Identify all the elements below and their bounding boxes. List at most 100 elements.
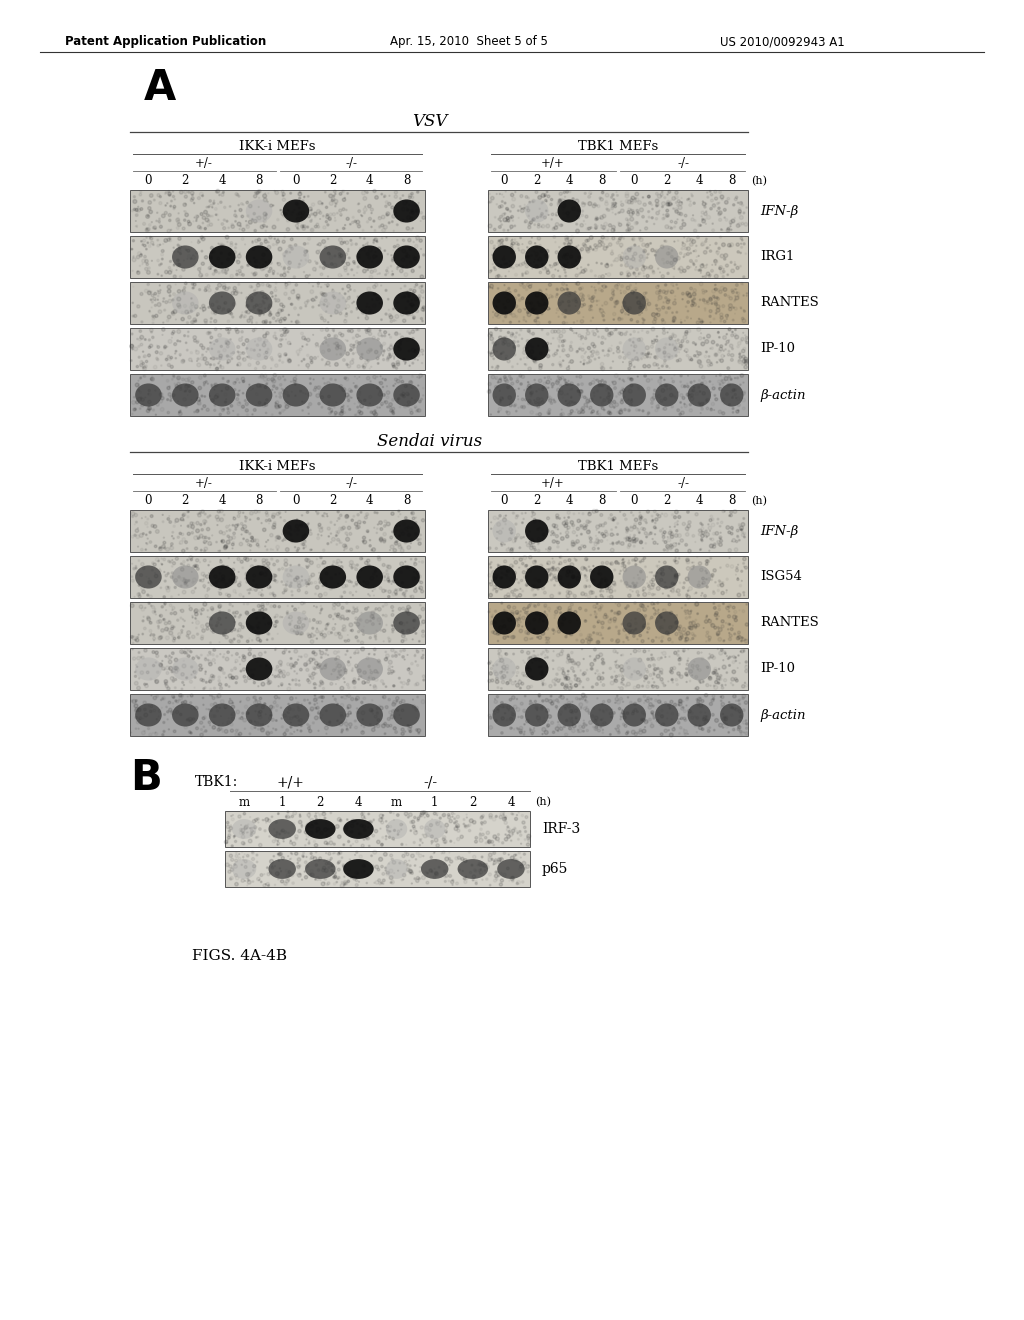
Circle shape bbox=[713, 569, 716, 572]
Circle shape bbox=[354, 726, 357, 729]
Circle shape bbox=[655, 249, 658, 252]
Circle shape bbox=[593, 345, 596, 348]
Circle shape bbox=[705, 719, 709, 723]
Circle shape bbox=[397, 834, 398, 836]
Circle shape bbox=[172, 635, 174, 638]
Circle shape bbox=[338, 252, 341, 256]
Circle shape bbox=[647, 352, 649, 355]
Circle shape bbox=[239, 195, 240, 197]
Circle shape bbox=[383, 682, 385, 685]
Circle shape bbox=[575, 275, 579, 277]
Circle shape bbox=[691, 359, 692, 360]
Circle shape bbox=[551, 213, 554, 215]
Ellipse shape bbox=[557, 199, 581, 223]
Circle shape bbox=[187, 315, 191, 319]
Circle shape bbox=[512, 242, 515, 246]
Circle shape bbox=[731, 289, 733, 292]
Circle shape bbox=[660, 193, 664, 197]
Circle shape bbox=[508, 618, 512, 622]
Circle shape bbox=[715, 532, 719, 535]
Circle shape bbox=[524, 867, 526, 870]
Circle shape bbox=[562, 360, 564, 362]
Circle shape bbox=[201, 263, 205, 265]
Circle shape bbox=[274, 620, 278, 623]
Circle shape bbox=[200, 227, 202, 230]
Circle shape bbox=[724, 375, 726, 376]
Circle shape bbox=[565, 257, 568, 260]
Circle shape bbox=[310, 818, 313, 822]
Circle shape bbox=[131, 210, 133, 211]
Circle shape bbox=[401, 709, 403, 711]
Circle shape bbox=[327, 859, 330, 862]
Circle shape bbox=[537, 321, 540, 325]
Circle shape bbox=[344, 544, 347, 546]
Circle shape bbox=[296, 576, 299, 579]
Circle shape bbox=[415, 533, 418, 535]
Circle shape bbox=[172, 195, 174, 198]
Circle shape bbox=[234, 577, 238, 579]
Circle shape bbox=[314, 593, 316, 595]
Circle shape bbox=[411, 305, 413, 308]
Circle shape bbox=[707, 719, 709, 722]
Circle shape bbox=[158, 626, 160, 627]
Circle shape bbox=[140, 562, 144, 566]
Circle shape bbox=[190, 257, 191, 260]
Circle shape bbox=[417, 817, 420, 820]
Circle shape bbox=[543, 651, 545, 653]
Circle shape bbox=[416, 411, 418, 412]
Circle shape bbox=[631, 290, 634, 294]
Circle shape bbox=[559, 561, 562, 565]
Circle shape bbox=[737, 578, 739, 581]
Circle shape bbox=[568, 609, 572, 612]
Circle shape bbox=[257, 282, 259, 284]
Circle shape bbox=[607, 230, 608, 231]
Circle shape bbox=[698, 681, 700, 682]
Circle shape bbox=[143, 684, 145, 685]
Circle shape bbox=[561, 682, 563, 685]
Circle shape bbox=[142, 533, 144, 535]
Circle shape bbox=[500, 330, 502, 331]
Circle shape bbox=[587, 531, 590, 533]
Circle shape bbox=[690, 640, 691, 642]
Circle shape bbox=[357, 329, 360, 331]
Circle shape bbox=[183, 578, 185, 579]
Circle shape bbox=[171, 543, 173, 545]
Circle shape bbox=[169, 358, 171, 360]
Circle shape bbox=[325, 664, 327, 667]
Circle shape bbox=[535, 401, 538, 404]
Circle shape bbox=[643, 355, 646, 359]
Circle shape bbox=[667, 272, 669, 275]
Circle shape bbox=[700, 342, 705, 346]
Circle shape bbox=[547, 638, 550, 640]
Circle shape bbox=[673, 317, 676, 319]
Circle shape bbox=[602, 710, 604, 711]
Circle shape bbox=[283, 195, 284, 197]
Circle shape bbox=[379, 330, 381, 331]
Circle shape bbox=[634, 539, 638, 543]
Circle shape bbox=[413, 619, 416, 622]
Text: 0: 0 bbox=[501, 495, 508, 507]
Circle shape bbox=[135, 568, 137, 569]
Circle shape bbox=[715, 669, 717, 672]
Circle shape bbox=[159, 264, 161, 267]
Circle shape bbox=[464, 880, 467, 883]
Circle shape bbox=[390, 265, 392, 267]
Circle shape bbox=[721, 684, 723, 686]
Circle shape bbox=[634, 733, 637, 735]
Circle shape bbox=[622, 713, 623, 714]
Circle shape bbox=[618, 675, 621, 677]
Circle shape bbox=[401, 607, 404, 610]
Circle shape bbox=[724, 718, 727, 721]
Ellipse shape bbox=[493, 704, 516, 726]
Circle shape bbox=[473, 855, 476, 858]
Circle shape bbox=[177, 536, 179, 539]
Circle shape bbox=[401, 640, 403, 643]
Circle shape bbox=[160, 226, 163, 228]
Circle shape bbox=[196, 529, 200, 533]
Circle shape bbox=[674, 346, 676, 348]
Circle shape bbox=[230, 404, 232, 407]
Circle shape bbox=[368, 205, 372, 207]
Circle shape bbox=[377, 711, 379, 713]
Circle shape bbox=[266, 639, 268, 640]
Circle shape bbox=[488, 858, 492, 862]
